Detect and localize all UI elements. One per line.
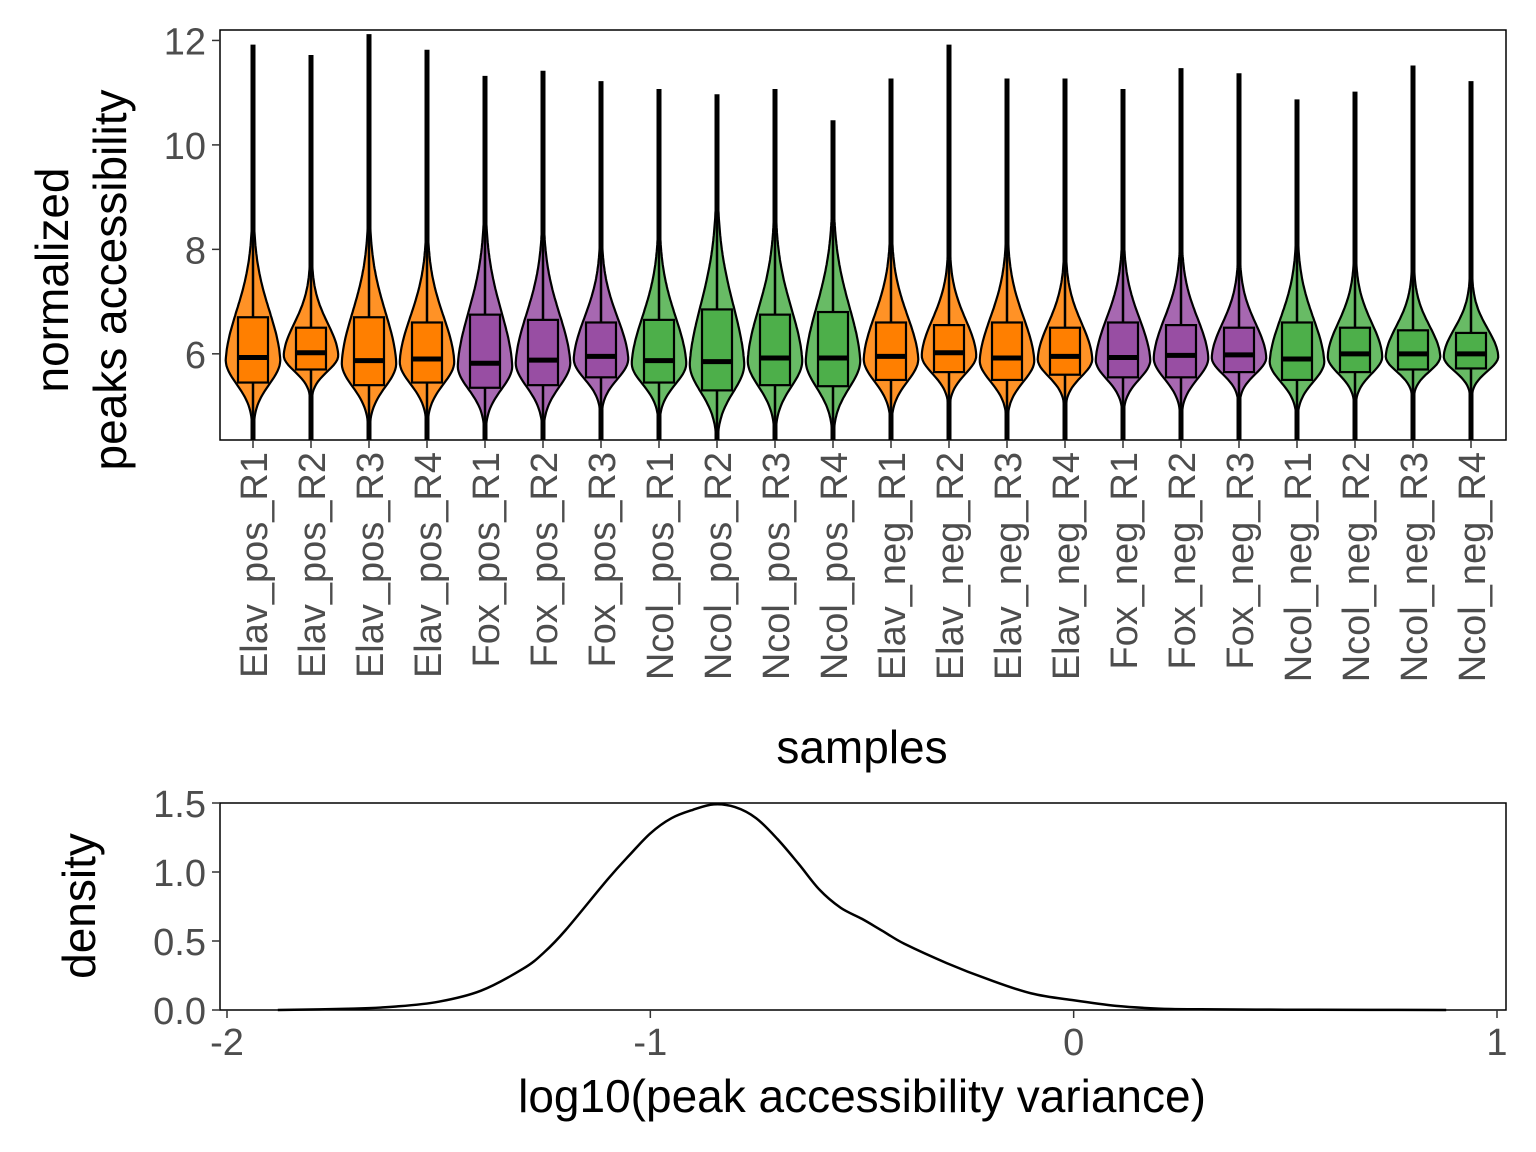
density-curve	[277, 803, 1447, 1012]
density-y-tick-label: 0.0	[153, 991, 206, 1033]
violin-Ncol_neg_R1	[1268, 99, 1326, 441]
box-Ncol_neg_R3	[1396, 329, 1430, 371]
violin-Fox_pos_R3	[572, 81, 630, 441]
x-tick-label-Elav_pos_R4: Elav_pos_R4	[408, 452, 450, 678]
x-tick-label-Elav_pos_R1: Elav_pos_R1	[234, 452, 276, 678]
x-tick-label-Ncol_neg_R2: Ncol_neg_R2	[1336, 452, 1378, 682]
violin-Ncol_neg_R4	[1442, 81, 1500, 441]
x-tick-label-Elav_neg_R1: Elav_neg_R1	[872, 452, 914, 680]
violin-y-axis-title-line-1: normalized	[26, 168, 78, 393]
box-Elav_pos_R2	[294, 326, 328, 371]
x-tick-label-Fox_neg_R1: Fox_neg_R1	[1104, 452, 1146, 670]
violin-Ncol_pos_R4	[804, 120, 862, 441]
violin-Fox_pos_R2	[514, 70, 572, 441]
box-Ncol_pos_R2	[700, 308, 734, 392]
violin-Fox_neg_R1	[1094, 89, 1152, 441]
x-tick-label-Elav_neg_R3: Elav_neg_R3	[988, 452, 1030, 680]
x-tick-label-Ncol_neg_R3: Ncol_neg_R3	[1394, 452, 1436, 682]
box-Fox_pos_R3	[584, 321, 618, 379]
x-tick-label-Elav_pos_R3: Elav_pos_R3	[350, 452, 392, 678]
density-plot-frame	[219, 802, 1507, 1011]
x-tick-label-Ncol_pos_R2: Ncol_pos_R2	[698, 452, 740, 680]
density-y-axis: 0.0 0.5 1.0 1.5	[153, 784, 220, 1033]
violin-Ncol_neg_R2	[1326, 91, 1384, 441]
box-Elav_neg_R2	[932, 323, 966, 374]
violin-Elav_neg_R2	[920, 44, 978, 441]
violin-y-axis-title-line-2: peaks accessibility	[84, 90, 136, 471]
box-Fox_neg_R3	[1222, 326, 1256, 374]
density-x-tick-label: -2	[210, 1022, 244, 1064]
violin-marks	[224, 34, 1500, 441]
x-tick-label-Fox_neg_R3: Fox_neg_R3	[1220, 452, 1262, 670]
box-Ncol_neg_R4	[1454, 331, 1488, 370]
violin-y-tick-label: 12	[164, 21, 206, 63]
density-y-tick-label: 1.5	[153, 784, 206, 826]
violin-Ncol_pos_R1	[630, 89, 688, 441]
violin-y-axis-title: normalized peaks accessibility	[26, 90, 136, 471]
box-Ncol_pos_R4	[816, 310, 850, 388]
box-Ncol_pos_R3	[758, 313, 792, 387]
box-Ncol_neg_R2	[1338, 326, 1372, 374]
x-tick-label-Ncol_neg_R4: Ncol_neg_R4	[1452, 452, 1494, 682]
density-x-tick-label: 1	[1486, 1022, 1507, 1064]
violin-x-axis: Elav_pos_R1 Elav_pos_R2 Elav_pos_R3 Elav_po…	[234, 440, 1494, 682]
violin-panel: 6 8 10 12 Elav_pos_R1 Elav_pos_R2 Elav_pos_R3…	[26, 21, 1507, 773]
box-Fox_neg_R1	[1106, 321, 1140, 379]
x-tick-label-Ncol_pos_R1: Ncol_pos_R1	[640, 452, 682, 680]
x-tick-label-Fox_pos_R1: Fox_pos_R1	[466, 452, 508, 667]
density-y-tick-label: 0.5	[153, 922, 206, 964]
violin-x-axis-title: samples	[776, 721, 947, 773]
x-tick-label-Ncol_pos_R3: Ncol_pos_R3	[756, 452, 798, 680]
violin-Ncol_neg_R3	[1384, 65, 1442, 441]
box-Elav_pos_R1	[236, 316, 270, 384]
density-y-axis-title: density	[53, 833, 105, 979]
violin-Fox_pos_R1	[456, 75, 514, 441]
violin-Elav_pos_R4	[398, 49, 456, 441]
violin-y-tick-label: 6	[185, 335, 206, 377]
violin-Elav_neg_R3	[978, 78, 1036, 441]
x-tick-label-Elav_pos_R2: Elav_pos_R2	[292, 452, 334, 678]
box-Elav_neg_R4	[1048, 326, 1082, 376]
violin-Elav_pos_R2	[282, 55, 340, 441]
box-Elav_neg_R3	[990, 321, 1024, 382]
violin-Elav_pos_R3	[340, 34, 398, 441]
box-Fox_pos_R1	[468, 313, 502, 389]
violin-y-axis: 6 8 10 12	[164, 21, 220, 377]
density-x-axis-title: log10(peak accessibility variance)	[518, 1070, 1206, 1122]
violin-Elav_pos_R1	[224, 44, 282, 441]
box-Ncol_pos_R1	[642, 318, 676, 384]
violin-Elav_neg_R1	[862, 78, 920, 441]
density-panel: 0.0 0.5 1.0 1.5 -2 -1 0 1 log10(peak accessibi…	[53, 784, 1508, 1122]
violin-Elav_neg_R4	[1036, 78, 1094, 441]
violin-Ncol_pos_R3	[746, 89, 804, 441]
density-x-tick-label: -1	[633, 1022, 667, 1064]
x-tick-label-Elav_neg_R2: Elav_neg_R2	[930, 452, 972, 680]
box-Elav_pos_R4	[410, 321, 444, 384]
box-Elav_pos_R3	[352, 316, 386, 387]
violin-y-tick-label: 10	[164, 126, 206, 168]
density-x-axis: -2 -1 0 1	[210, 1010, 1508, 1064]
box-Elav_neg_R1	[874, 321, 908, 382]
box-Ncol_neg_R1	[1280, 321, 1314, 382]
box-Fox_pos_R2	[526, 318, 560, 387]
x-tick-label-Ncol_neg_R1: Ncol_neg_R1	[1278, 452, 1320, 682]
violin-y-tick-label: 8	[185, 230, 206, 272]
x-tick-label-Fox_pos_R2: Fox_pos_R2	[524, 452, 566, 667]
density-x-tick-label: 0	[1063, 1022, 1084, 1064]
violin-Fox_neg_R3	[1210, 73, 1268, 441]
x-tick-label-Fox_pos_R3: Fox_pos_R3	[582, 452, 624, 667]
x-tick-label-Elav_neg_R4: Elav_neg_R4	[1046, 452, 1088, 680]
box-Fox_neg_R2	[1164, 323, 1198, 379]
violin-Ncol_pos_R2	[688, 94, 746, 441]
density-y-tick-label: 1.0	[153, 853, 206, 895]
violin-Fox_neg_R2	[1152, 68, 1210, 441]
x-tick-label-Ncol_pos_R4: Ncol_pos_R4	[814, 452, 856, 680]
x-tick-label-Fox_neg_R2: Fox_neg_R2	[1162, 452, 1204, 670]
